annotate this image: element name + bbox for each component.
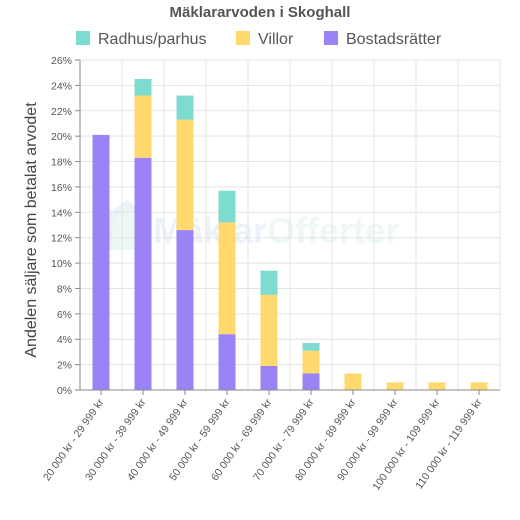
- bar-segment: [386, 382, 404, 390]
- bar-segment: [176, 95, 194, 120]
- bar-segment: [344, 373, 362, 390]
- bar-segment: [134, 79, 152, 96]
- chart-title: Mäklararvoden i Skoghall: [170, 4, 351, 21]
- bar-segment: [302, 343, 320, 351]
- legend-label: Villor: [258, 31, 294, 48]
- legend-label: Radhus/parhus: [98, 31, 207, 48]
- bar-segment: [134, 157, 152, 390]
- y-tick-label: 0%: [57, 385, 72, 397]
- y-tick-label: 16%: [51, 182, 72, 194]
- legend: Radhus/parhus Villor Bostadsrätter: [76, 31, 442, 48]
- y-axis-label: Andelen säljare som betalat arvodet: [23, 102, 40, 358]
- y-tick-label: 24%: [51, 80, 72, 92]
- legend-swatch: [76, 31, 90, 45]
- legend-swatch: [324, 31, 338, 45]
- bar-segment: [260, 270, 278, 295]
- y-tick-label: 10%: [51, 258, 72, 270]
- y-tick-label: 12%: [51, 233, 72, 245]
- y-tick-label: 20%: [51, 131, 72, 143]
- bar-segment: [302, 350, 320, 374]
- bar-segment: [218, 222, 236, 335]
- bar-segment: [176, 119, 194, 231]
- bars: [92, 79, 488, 390]
- y-tick-label: 6%: [57, 309, 72, 321]
- bar-segment: [470, 382, 488, 390]
- y-tick-label: 14%: [51, 207, 72, 219]
- legend-swatch: [236, 31, 250, 45]
- y-tick-label: 8%: [57, 283, 72, 295]
- y-tick-label: 22%: [51, 106, 72, 118]
- bar-segment: [260, 294, 278, 366]
- bar-segment: [260, 365, 278, 390]
- y-tick-label: 18%: [51, 157, 72, 169]
- legend-label: Bostadsrätter: [346, 31, 442, 48]
- y-tick-label: 2%: [57, 360, 72, 372]
- bar-segment: [134, 95, 152, 158]
- bar-segment: [218, 334, 236, 390]
- y-tick-label: 26%: [51, 55, 72, 67]
- bar-segment: [176, 230, 194, 390]
- bar-segment: [302, 373, 320, 390]
- y-tick-label: 4%: [57, 334, 72, 346]
- bar-segment: [92, 134, 110, 390]
- bar-segment: [218, 190, 236, 223]
- bar-segment: [428, 382, 446, 390]
